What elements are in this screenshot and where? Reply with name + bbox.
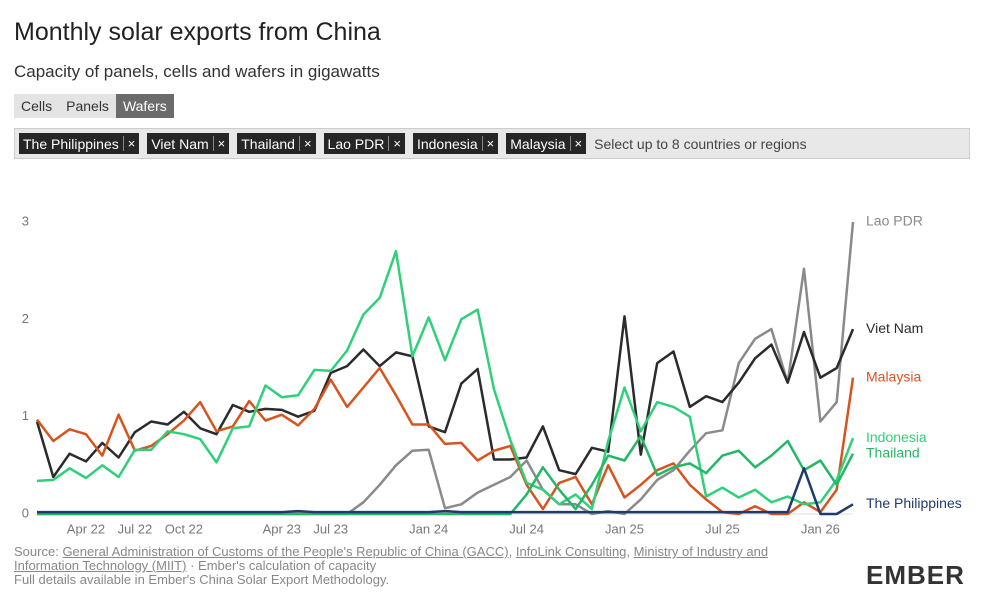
y-tick-label: 3 [22,213,29,228]
source-note: · Ember's calculation of capacity [190,558,377,573]
filter-chip: Lao PDR × [323,133,405,154]
series-line [37,434,855,516]
chip-label: Lao PDR [327,135,385,152]
filter-chip: Thailand × [237,133,316,154]
series-label: Malaysia [866,368,921,384]
x-tick-label: Apr 23 [263,521,301,536]
chart-title: Monthly solar exports from China [14,18,381,46]
separator: , [626,544,631,559]
series-label: Thailand [866,444,920,460]
chart-subtitle: Capacity of panels, cells and wafers in … [14,62,380,81]
filter-chip: Malaysia × [506,133,587,154]
x-tick-label: Jul 24 [509,521,544,536]
chip-label: Malaysia [510,135,566,152]
chip-label: Thailand [241,135,295,152]
series-line [36,366,855,516]
chip-remove[interactable]: × [298,136,316,151]
series-label: Lao PDR [866,213,923,229]
series-line [36,249,855,511]
filter-chip: Viet Nam × [147,133,230,154]
series-line [35,315,855,479]
chip-label: Viet Nam [151,135,209,152]
chip-remove[interactable]: × [569,136,587,151]
filter-chip: Indonesia × [412,133,499,154]
chip-remove[interactable]: × [122,136,140,151]
source-link[interactable]: General Administration of Customs of the… [62,544,509,559]
tab[interactable]: Panels [59,94,116,118]
source-details: Full details available in Ember's China … [14,572,390,587]
chip-remove[interactable]: × [388,136,405,151]
y-tick-label: 2 [22,311,29,326]
y-tick-label: 1 [22,408,29,423]
x-tick-label: Jan 26 [801,521,840,536]
chips: The Philippines × Viet Nam × Thailand × Lao PD… [19,133,594,154]
x-tick-label: Jul 22 [118,521,153,536]
chip-label: Indonesia [416,135,478,152]
tabs: Cells Panels Wafers [14,94,174,118]
series-line [37,221,855,516]
filter-box[interactable]: The Philippines × Viet Nam × Thailand × Lao PD… [14,128,970,159]
separator: , [508,544,513,559]
source: Source: General Administration of Custom… [14,545,834,587]
source-link[interactable]: InfoLink Consulting [515,544,627,559]
filter-chip: The Philippines × [19,133,140,154]
tab[interactable]: Cells [14,94,60,118]
series-label: The Philippines [866,495,962,511]
source-label: Source: [14,544,59,559]
x-tick-label: Jul 23 [313,521,348,536]
x-tick-label: Jan 24 [409,521,448,536]
series-line [37,467,854,516]
placeholder[interactable]: Select up to 8 countries or regions [594,135,807,152]
x-tick-label: Jan 25 [605,521,644,536]
x-tick-label: Oct 22 [165,521,203,536]
x-tick-label: Jul 25 [705,521,740,536]
series-label: Viet Nam [866,320,923,336]
chip-remove[interactable]: × [481,136,499,151]
chip-remove[interactable]: × [212,136,230,151]
tab[interactable]: Wafers [115,94,174,118]
x-tick-label: Apr 22 [67,521,105,536]
series-label: Indonesia [866,429,927,445]
chip-label: The Philippines [23,135,119,152]
logo: EMBER [866,560,965,590]
y-tick-label: 0 [22,505,29,520]
source-link[interactable]: Ministry of Industry and Information Tec… [14,544,769,573]
